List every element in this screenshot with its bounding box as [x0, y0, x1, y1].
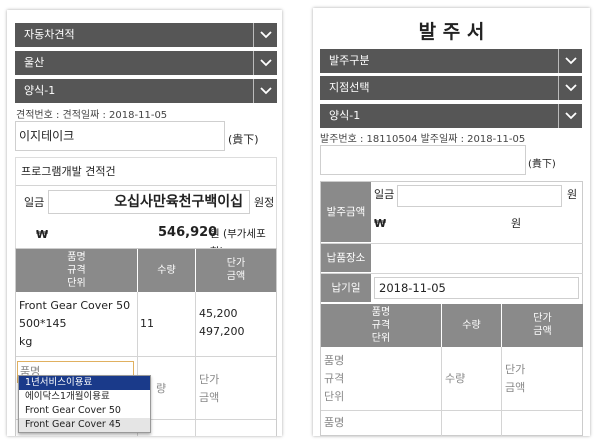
item-name-dropdown[interactable]: 1년서비스이용료 에이닥스1개월이용료 Front Gear Cover 50 …	[18, 375, 151, 433]
column-divider	[195, 292, 196, 436]
chevron-down-icon	[558, 76, 582, 100]
header-unit-price: 단가	[533, 313, 552, 324]
row1-item-spec[interactable]: 500*145	[19, 317, 67, 330]
vendor-name-input[interactable]	[320, 145, 526, 175]
template-select[interactable]: 양식-1	[15, 79, 277, 103]
row1-item-unit[interactable]: kg	[19, 335, 33, 348]
row1-unit-price[interactable]: 45,200	[199, 307, 238, 320]
amount-korean-input[interactable]: 오십사만육천구백이십	[48, 190, 250, 214]
dropdown-option[interactable]: Front Gear Cover 45	[19, 418, 150, 432]
dropdown-option[interactable]: 에이닥스1개월이용료	[25, 391, 110, 402]
chevron-down-icon	[558, 49, 582, 73]
category-select-label: 자동차견적	[24, 28, 75, 41]
row-divider	[16, 356, 276, 357]
chevron-down-icon	[558, 104, 582, 128]
project-title: 프로그램개발 견적건	[21, 165, 116, 178]
chevron-down-icon	[253, 23, 277, 47]
row2-item-name-placeholder: 품명	[20, 365, 41, 378]
row1-item-unit-placeholder[interactable]: 단위	[324, 390, 345, 403]
amount-korean-input[interactable]	[397, 185, 562, 207]
price-header: 단가 금액	[196, 249, 276, 292]
order-type-select-label: 발주구분	[329, 54, 370, 67]
row2-amount-placeholder[interactable]: 금액	[199, 391, 220, 404]
template-select[interactable]: 양식-1	[320, 104, 582, 128]
delivery-date-input[interactable]: 2018-11-05	[374, 277, 579, 299]
header-item-unit: 단위	[371, 333, 391, 344]
row1-item-spec-placeholder[interactable]: 규격	[324, 372, 345, 385]
branch-select-label: 지점선택	[329, 81, 370, 94]
row2-item-name-placeholder[interactable]: 품명	[324, 416, 345, 429]
estimate-summary-box: 프로그램개발 견적건 일금 오십사만육천구백이십 원정 ₩ 546,920 원 …	[15, 157, 277, 258]
row-divider	[321, 273, 583, 274]
header-item-unit: 단위	[67, 278, 86, 289]
header-amount: 금액	[533, 326, 552, 337]
row1-qty-placeholder[interactable]: 수량	[445, 372, 466, 385]
estimate-form-panel: 자동차견적 울산 양식-1 견적번호 : 견적일짜 : 2018-11-05 이…	[7, 10, 282, 436]
header-item-name: 품명	[371, 307, 391, 318]
won-unit: 원	[511, 217, 522, 230]
company-name-value: 이지테이크	[19, 129, 75, 143]
amount-unit: 원	[567, 188, 578, 201]
row1-amount[interactable]: 497,200	[199, 325, 245, 338]
delivery-date-value: 2018-11-05	[379, 281, 446, 295]
row-divider	[321, 410, 583, 411]
header-item-name: 품명	[67, 252, 86, 263]
order-info: 발주번호 : 18110504 발주일짜 : 2018-11-05	[320, 134, 526, 145]
row2-qty-placeholder[interactable]: 량	[156, 382, 167, 395]
region-select[interactable]: 울산	[15, 51, 277, 75]
page-title: 발 주 서	[418, 21, 485, 43]
row1-unit-price-placeholder[interactable]: 단가	[505, 363, 526, 376]
dropdown-option[interactable]: 1년서비스이용료	[19, 376, 150, 390]
order-type-select[interactable]: 발주구분	[320, 49, 582, 73]
amount-suffix: 원정	[254, 196, 275, 209]
price-header: 단가 금액	[502, 304, 583, 347]
header-item-spec: 규격	[67, 265, 86, 276]
category-select[interactable]: 자동차견적	[15, 23, 277, 47]
column-divider	[137, 292, 138, 436]
header-amount: 금액	[226, 271, 246, 282]
row2-unit-price-placeholder[interactable]: 단가	[199, 373, 220, 386]
amount-korean-value: 오십사만육천구백이십	[114, 194, 243, 210]
row1-qty[interactable]: 11	[140, 317, 154, 330]
template-select-label: 양식-1	[329, 109, 361, 122]
order-table: 발주금액 일금 원 ₩ 원 납품장소 납기일 2018-11-05 품명 규격 …	[320, 181, 583, 436]
qty-header: 수량	[442, 304, 501, 347]
column-divider	[501, 347, 502, 436]
honorific-label: (貴下)	[528, 159, 556, 170]
qty-header: 수량	[138, 249, 195, 292]
honorific-label: (貴下)	[228, 133, 259, 146]
row1-item-name[interactable]: Front Gear Cover 50	[19, 299, 131, 312]
branch-select[interactable]: 지점선택	[320, 76, 582, 100]
header-unit-price: 단가	[226, 258, 246, 269]
won-symbol: ₩	[36, 228, 49, 241]
amount-number: 546,920	[158, 225, 218, 240]
estimate-info: 견적번호 : 견적일짜 : 2018-11-05	[16, 110, 168, 121]
divider	[16, 185, 276, 186]
column-divider	[441, 347, 442, 436]
row1-amount-placeholder[interactable]: 금액	[505, 381, 526, 394]
company-name-input[interactable]: 이지테이크	[15, 121, 225, 151]
amount-label: 일금	[24, 196, 45, 209]
header-item-spec: 규격	[371, 320, 391, 331]
delivery-date-label: 납기일	[321, 274, 371, 302]
chevron-down-icon	[253, 79, 277, 103]
order-amount-label: 발주금액	[321, 182, 371, 242]
item-header: 품명 규격 단위	[321, 304, 441, 347]
dropdown-option[interactable]: Front Gear Cover 50	[25, 405, 121, 416]
row1-item-name-placeholder[interactable]: 품명	[324, 354, 345, 367]
row-divider	[321, 243, 583, 244]
delivery-place-label: 납품장소	[321, 244, 371, 272]
won-symbol: ₩	[374, 217, 387, 230]
purchase-order-panel: 발 주 서 발주구분 지점선택 양식-1 발주번호 : 18110504 발주일…	[313, 8, 590, 436]
chevron-down-icon	[253, 51, 277, 75]
item-header: 품명 규격 단위	[16, 249, 137, 292]
template-select-label: 양식-1	[24, 84, 56, 97]
amount-label: 일금	[374, 188, 395, 201]
region-select-label: 울산	[24, 56, 45, 69]
